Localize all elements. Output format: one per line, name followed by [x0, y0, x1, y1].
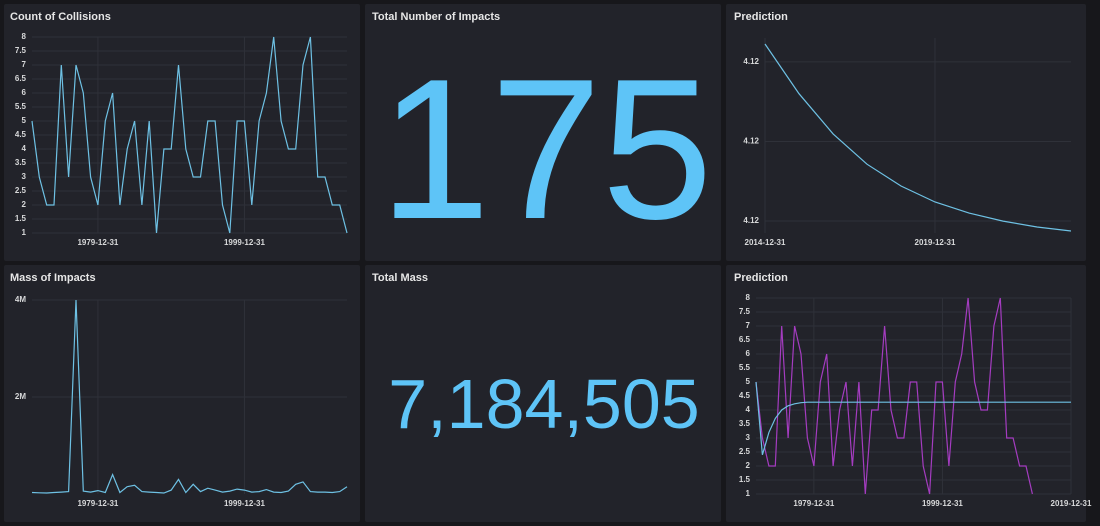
data-line: [31, 299, 348, 494]
y-tick-label: 1: [746, 489, 751, 498]
x-tick-label: 2019-12-31: [915, 238, 956, 247]
y-tick-label: 3.5: [15, 158, 27, 167]
data-line: [764, 43, 1072, 232]
y-tick-label: 2M: [15, 392, 26, 401]
y-tick-label: 2: [746, 461, 751, 470]
y-tick-label: 5.5: [739, 363, 751, 372]
x-tick-label: 1999-12-31: [224, 238, 265, 247]
chart-title: Mass of Impacts: [10, 272, 96, 284]
stat-value: 7,184,505: [388, 365, 699, 443]
y-tick-label: 7: [746, 321, 751, 330]
y-tick-label: 8: [746, 293, 751, 302]
y-tick-label: 3.5: [739, 419, 751, 428]
chart-title: Prediction: [734, 272, 788, 284]
panel: [4, 265, 360, 522]
y-tick-label: 4.5: [739, 391, 751, 400]
y-tick-label: 2.5: [739, 447, 751, 456]
x-tick-label: 2014-12-31: [745, 238, 786, 247]
y-tick-label: 1: [22, 228, 27, 237]
panel: [726, 4, 1086, 261]
y-tick-label: 6: [22, 88, 27, 97]
panel: [726, 265, 1086, 522]
y-tick-label: 6.5: [739, 335, 751, 344]
data-line: [755, 381, 1071, 455]
y-tick-label: 4.12: [743, 216, 759, 225]
x-tick-label: 1999-12-31: [922, 499, 963, 508]
chart-title: Prediction: [734, 11, 788, 23]
stat-value: 175: [379, 38, 713, 261]
data-line: [755, 297, 1033, 495]
x-tick-label: 2019-12-31: [1051, 499, 1092, 508]
y-tick-label: 4: [22, 144, 27, 153]
y-tick-label: 1.5: [15, 214, 27, 223]
y-tick-label: 1.5: [739, 475, 751, 484]
y-tick-label: 8: [22, 32, 27, 41]
y-tick-label: 5: [746, 377, 751, 386]
chart-title: Count of Collisions: [10, 11, 111, 23]
y-tick-label: 6.5: [15, 74, 27, 83]
y-tick-label: 3: [746, 433, 751, 442]
y-tick-label: 4: [746, 405, 751, 414]
x-tick-label: 1979-12-31: [793, 499, 834, 508]
y-tick-label: 2.5: [15, 186, 27, 195]
y-tick-label: 7.5: [739, 307, 751, 316]
y-tick-label: 4.5: [15, 130, 27, 139]
panel: [365, 4, 721, 261]
y-tick-label: 4.12: [743, 57, 759, 66]
x-tick-label: 1979-12-31: [77, 499, 118, 508]
panel: [4, 4, 360, 261]
x-tick-label: 1979-12-31: [77, 238, 118, 247]
y-tick-label: 6: [746, 349, 751, 358]
panel-title: Total Number of Impacts: [372, 11, 500, 23]
y-tick-label: 2: [22, 200, 27, 209]
panel-title: Total Mass: [372, 272, 428, 284]
y-tick-label: 4.12: [743, 137, 759, 146]
y-tick-label: 7: [22, 60, 27, 69]
y-tick-label: 7.5: [15, 46, 27, 55]
y-tick-label: 5.5: [15, 102, 27, 111]
y-tick-label: 5: [22, 116, 27, 125]
y-tick-label: 3: [22, 172, 27, 181]
data-line: [31, 36, 348, 234]
y-tick-label: 4M: [15, 295, 26, 304]
panel: [365, 265, 721, 522]
x-tick-label: 1999-12-31: [224, 499, 265, 508]
